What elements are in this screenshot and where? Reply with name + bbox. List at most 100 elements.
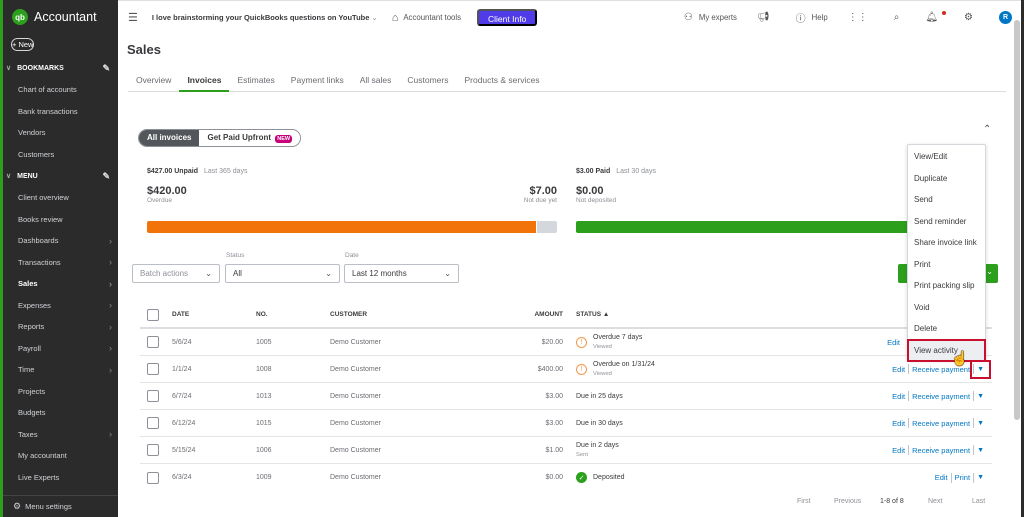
edit-menu-pencil-icon[interactable]: ✎ [102,170,110,181]
sidebar-item-books-review[interactable]: Books review [3,209,118,231]
more-actions-caret-icon[interactable]: ▼ [977,446,984,454]
brand[interactable]: qb Accountant [3,0,118,34]
tab-products-services[interactable]: Products & services [464,75,540,85]
row-checkbox[interactable] [147,471,159,484]
receive-payment-link[interactable]: Receive payment [912,445,971,455]
menu-item-view-edit[interactable]: View/Edit [914,152,948,161]
bookmarks-header[interactable]: ∨ BOOKMARKS ✎ [3,57,118,79]
accountant-tools-button[interactable]: ⌂ Accountant tools [392,12,461,24]
new-button[interactable]: + New [11,38,35,51]
column-header-status[interactable]: STATUS ▲ [576,311,610,318]
edit-link[interactable]: Edit [892,418,906,428]
sidebar-item-bank-transactions[interactable]: Bank transactions [3,101,118,123]
pager-last[interactable]: Last [972,498,986,505]
pager-next[interactable]: Next [928,498,943,505]
menu-item-duplicate[interactable]: Duplicate [914,173,948,183]
tab-payment-links[interactable]: Payment links [290,75,344,85]
row-checkbox[interactable] [147,444,159,456]
sidebar-item-chart-of-accounts[interactable]: Chart of accounts [3,79,118,101]
more-actions-caret-icon[interactable]: ▼ [977,392,984,400]
menu-item-send[interactable]: Send [914,195,933,204]
pager-previous[interactable]: Previous [834,498,862,505]
edit-link[interactable]: Edit [892,391,906,401]
column-header-amount[interactable]: AMOUNT [534,311,563,318]
sidebar-item-budgets[interactable]: Budgets [3,402,118,424]
tab-estimates[interactable]: Estimates [237,75,275,85]
column-header-customer[interactable]: CUSTOMER [330,311,368,318]
sidebar-item-sales[interactable]: Sales › [3,273,118,295]
tab-invoices[interactable]: Invoices [179,70,230,92]
menu-item-view-activity[interactable]: View activity [907,338,986,362]
date-filter-dropdown[interactable]: Last 12 months ⌄ [344,264,459,283]
menu-toggle-icon[interactable]: ☰ [128,12,138,24]
client-info-button[interactable]: Client Info [477,9,538,26]
all-invoices-toggle[interactable]: All invoices [139,130,200,146]
sidebar-item-transactions[interactable]: Transactions › [3,252,118,274]
row-checkbox[interactable] [147,390,159,402]
batch-actions-dropdown[interactable]: Batch actions ⌄ [132,264,220,283]
edit-link[interactable]: Edit [887,337,900,347]
company-switcher[interactable]: I love brainstorming your QuickBooks que… [152,13,378,22]
menu-item-print[interactable]: Print [914,259,931,269]
overdue-amount[interactable]: $420.00 [147,185,187,197]
not-deposited-amount[interactable]: $0.00 [576,185,604,197]
sidebar-item-projects[interactable]: Projects [3,381,118,403]
sidebar-item-time[interactable]: Time › [3,359,118,381]
sidebar-item-expenses[interactable]: Expenses › [3,295,118,317]
apps-grid-button[interactable]: ⋮⋮ [848,12,874,23]
receive-payment-link[interactable]: Receive payment [912,391,971,401]
overdue-bar[interactable] [147,221,536,233]
avatar[interactable]: R [999,11,1012,24]
menu-header[interactable]: ∨ MENU ✎ [3,165,118,187]
print-link[interactable]: Print [954,473,971,482]
paid-bar[interactable] [576,221,916,233]
column-header-date[interactable]: DATE [172,311,190,318]
menu-item-print-packing-slip[interactable]: Print packing slip [914,281,975,290]
sidebar-item-customers[interactable]: Customers [3,144,118,166]
sidebar-item-taxes[interactable]: Taxes › [3,424,118,446]
tab-all-sales[interactable]: All sales [359,75,392,85]
select-all-checkbox[interactable] [147,308,159,321]
sidebar-item-reports[interactable]: Reports › [3,316,118,338]
more-actions-caret-icon[interactable]: ▼ [977,365,984,373]
settings-button[interactable]: ⚙ [964,12,979,23]
status-filter-dropdown[interactable]: All ⌄ [225,264,340,283]
more-actions-caret-icon[interactable]: ▼ [977,419,984,427]
my-experts-button[interactable]: ⚇ My experts [684,12,737,23]
menu-item-void[interactable]: Void [914,302,930,312]
sidebar-item-dashboards[interactable]: Dashboards › [3,230,118,252]
menu-item-share-invoice-link[interactable]: Share invoice link [914,238,977,247]
sidebar-item-live-experts[interactable]: Live Experts [3,467,118,489]
more-actions-caret-icon[interactable]: ▼ [977,474,984,481]
menu-settings-button[interactable]: ⚙ Menu settings [3,495,118,517]
row-checkbox[interactable] [147,336,159,348]
receive-payment-link[interactable]: Receive payment [912,364,971,374]
search-button[interactable]: ⌕ [894,12,906,23]
sidebar-item-vendors[interactable]: Vendors [3,122,118,144]
announcements-button[interactable]: 📢︎ [757,12,776,23]
row-checkbox[interactable] [147,363,159,375]
sidebar-item-my-accountant[interactable]: My accountant [3,445,118,467]
page-scrollbar[interactable] [1014,20,1020,420]
pager-first[interactable]: First [797,498,811,505]
not-due-amount[interactable]: $7.00 [529,185,557,197]
column-header-no[interactable]: NO. [256,311,268,318]
tab-customers[interactable]: Customers [407,75,449,85]
menu-item-delete[interactable]: Delete [914,324,938,333]
collapse-summary-chevron-up-icon[interactable]: ⌃ [983,124,992,135]
not-due-bar[interactable] [537,221,557,233]
help-button[interactable]: ⓘ Help [796,10,828,25]
sidebar-item-client-overview[interactable]: Client overview [3,187,118,209]
row-checkbox[interactable] [147,417,159,429]
edit-link[interactable]: Edit [934,473,948,482]
tab-overview[interactable]: Overview [136,75,172,85]
get-paid-upfront-toggle[interactable]: Get Paid Upfront NEW [199,130,301,146]
edit-link[interactable]: Edit [892,364,906,374]
edit-bookmarks-pencil-icon[interactable]: ✎ [102,62,110,73]
receive-payment-link[interactable]: Receive payment [912,418,971,428]
notifications-button[interactable]: 🔔︎ [925,11,947,23]
edit-link[interactable]: Edit [892,445,906,455]
sidebar-item-payroll[interactable]: Payroll › [3,338,118,360]
chevron-down-icon[interactable]: ⌄ [986,267,993,276]
menu-item-send-reminder[interactable]: Send reminder [914,216,967,226]
